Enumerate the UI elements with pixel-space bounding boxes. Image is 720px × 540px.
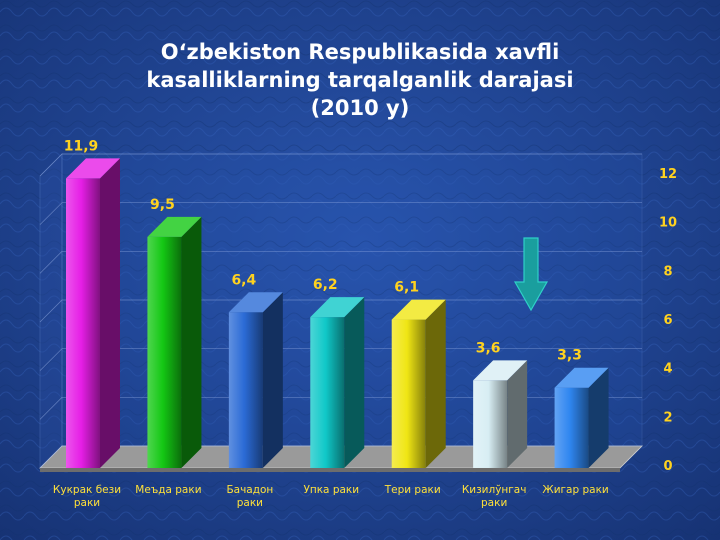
value-label: 3,6	[476, 340, 501, 356]
title-line-1: O‘zbekiston Respublikasida xavfli	[160, 40, 560, 64]
gridline	[39, 202, 642, 225]
floor-edge	[40, 468, 620, 472]
bar	[391, 299, 446, 468]
y-tick-label: 10	[659, 216, 677, 231]
gridline	[39, 396, 642, 420]
bar-top	[228, 292, 283, 313]
value-label: 6,4	[231, 272, 256, 288]
category-label: Кукрак бези раки	[53, 484, 121, 509]
bar-side	[100, 158, 120, 468]
slide-title: O‘zbekiston Respublikasida xavfli kasall…	[60, 38, 660, 122]
category-label: Тери раки	[384, 484, 441, 496]
gridline	[39, 250, 642, 274]
y-tick-label: 6	[663, 313, 672, 328]
category-label: Упка раки	[303, 484, 359, 496]
value-labels: 11,9 9,5 6,4 6,2 6,1 3,6 3,3	[64, 138, 582, 363]
bars	[66, 158, 609, 468]
y-tick-label: 8	[663, 264, 672, 279]
bar-front	[554, 387, 589, 468]
bar-top	[147, 216, 202, 237]
gridline	[39, 348, 642, 371]
bar	[66, 158, 120, 468]
bar	[473, 360, 528, 468]
title-line-3: (2010 y)	[310, 96, 410, 120]
bar-side	[344, 297, 365, 468]
y-tick-label: 4	[663, 362, 672, 377]
bar-front	[310, 317, 345, 468]
y-axis-ticks: 0 2 4 6 8 10 12	[659, 167, 677, 474]
gridline	[39, 445, 642, 469]
value-label: 6,2	[313, 277, 338, 293]
bar-top	[391, 299, 446, 320]
bar-side	[425, 299, 446, 468]
bar	[147, 216, 202, 468]
bar-top	[66, 158, 120, 179]
bar-top	[473, 360, 528, 381]
gridlines	[39, 153, 642, 469]
y-tick-label: 12	[659, 167, 677, 182]
value-label: 3,3	[557, 348, 582, 364]
bar-side	[507, 360, 528, 468]
bar	[228, 292, 283, 468]
bar-front	[66, 178, 100, 468]
bar-front	[228, 312, 263, 468]
gridline	[39, 299, 642, 323]
bar	[310, 297, 365, 468]
bar-front	[391, 319, 426, 468]
category-label: Меъда раки	[135, 484, 201, 496]
arrow-shape	[513, 237, 549, 312]
gridline	[39, 153, 642, 177]
y-tick-label: 2	[663, 410, 672, 425]
bar-side	[262, 292, 283, 468]
bar-side	[588, 367, 609, 468]
down-arrow-icon	[513, 237, 549, 312]
bar-top	[554, 367, 609, 388]
category-label: Кизилўнгач раки	[462, 484, 527, 509]
value-label: 9,5	[150, 197, 175, 213]
value-label: 6,1	[394, 280, 419, 296]
bar-front	[147, 236, 182, 468]
category-labels: Кукрак бези раки Меъда раки Бачадон раки Упка…	[53, 484, 609, 509]
bar	[554, 367, 609, 468]
category-label: Жигар раки	[542, 484, 608, 496]
y-tick-label: 0	[663, 459, 672, 474]
value-label: 11,9	[64, 138, 99, 154]
bar-top	[310, 297, 365, 318]
title-line-2: kasalliklarning tarqalganlik darajasi	[146, 68, 574, 92]
bar-front	[473, 380, 508, 468]
bar-side	[181, 216, 202, 468]
category-label: Бачадон раки	[226, 484, 273, 509]
